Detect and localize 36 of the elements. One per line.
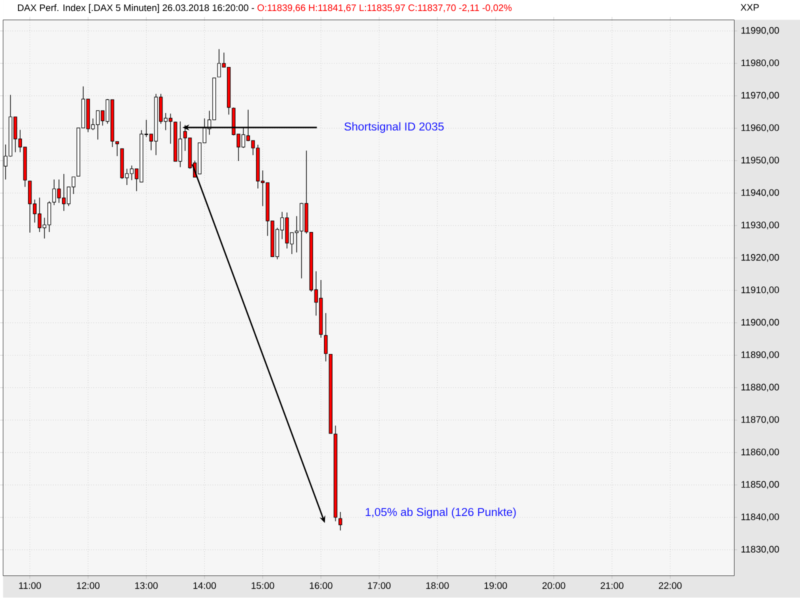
- x-tick-label: 21:00: [600, 582, 624, 590]
- candlestick: [324, 312, 328, 362]
- annotation: Shortsignal ID 2035: [344, 122, 444, 133]
- x-tick-label: 17:00: [368, 582, 391, 590]
- y-tick-label: 11890,00: [741, 352, 779, 360]
- candlestick: [338, 512, 342, 531]
- y-tick-label: 11910,00: [741, 286, 779, 294]
- y-tick-label: 11960,00: [741, 124, 779, 132]
- y-tick-label: 11840,00: [741, 514, 779, 522]
- y-tick-label: 11830,00: [741, 546, 779, 554]
- y-tick-label: 11880,00: [741, 384, 779, 392]
- y-tick-label: 11980,00: [741, 60, 779, 68]
- y-tick-label: 11970,00: [741, 92, 779, 100]
- chart-title: DAX Perf. Index [.DAX 5 Minuten] 26.03.2018 16:20:00 -: [18, 4, 254, 14]
- y-tick-label: 11870,00: [741, 416, 779, 424]
- y-tick-label: 11990,00: [741, 27, 779, 35]
- x-tick-label: 15:00: [252, 582, 274, 590]
- y-tick-label: 11860,00: [741, 448, 779, 457]
- y-tick-label: 11950,00: [741, 156, 779, 165]
- y-tick-label: 11930,00: [741, 222, 779, 230]
- y-tick-label: 11900,00: [741, 319, 779, 327]
- annotation: 1,05% ab Signal (126 Punkte): [366, 508, 516, 518]
- x-tick-label: 13:00: [135, 582, 158, 590]
- y-axis-title: XXP: [740, 4, 759, 11]
- y-tick-label: 11940,00: [741, 189, 779, 198]
- x-tick-label: 20:00: [542, 582, 566, 590]
- chart-subtitle: O:11839,66 H:11841,67 L:11835,97 C:11837,70 -2,11 -0,02%: [258, 4, 512, 12]
- x-tick-label: 16:00: [310, 582, 332, 590]
- x-tick-label: 11:00: [19, 582, 41, 590]
- y-tick-label: 11850,00: [741, 481, 779, 490]
- y-tick-label: 11920,00: [741, 254, 779, 262]
- x-tick-label: 19:00: [484, 582, 508, 590]
- x-tick-label: 18:00: [426, 582, 449, 590]
- x-tick-label: 22:00: [658, 582, 682, 590]
- x-tick-label: 12:00: [77, 582, 100, 590]
- x-tick-label: 14:00: [193, 582, 216, 590]
